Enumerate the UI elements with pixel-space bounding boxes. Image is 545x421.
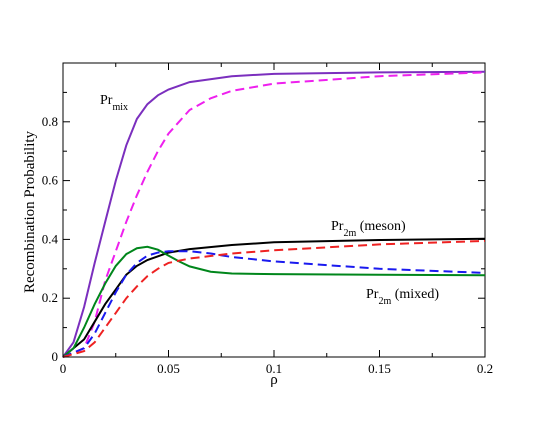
x-tick-label: 0.15 bbox=[368, 361, 391, 376]
tick-layer: 0 0.05 0.1 0.15 0.2 0 0.2 0.4 0.6 0.8 bbox=[42, 63, 493, 376]
series-line-4 bbox=[62, 250, 486, 358]
x-tick-label: 0.2 bbox=[477, 361, 493, 376]
x-tick-label: 0.05 bbox=[157, 361, 180, 376]
series-line-0 bbox=[62, 70, 486, 358]
series-line-1 bbox=[62, 71, 486, 358]
y-tick-label: 0.2 bbox=[42, 290, 58, 305]
x-tick-label: 0 bbox=[60, 361, 67, 376]
series-line-3 bbox=[62, 245, 486, 358]
y-tick-label: 0.6 bbox=[42, 173, 59, 188]
series-layer bbox=[62, 70, 486, 358]
y-axis-label: Recombination Probability bbox=[22, 130, 38, 293]
y-tick-label: 0.4 bbox=[42, 231, 59, 246]
x-axis-label: ρ bbox=[270, 372, 278, 388]
x-tick-label: 0.1 bbox=[266, 361, 282, 376]
series-line-2 bbox=[62, 237, 486, 358]
annotation-pr-2m-meson: Pr2m (meson) bbox=[331, 219, 406, 239]
series-line-5 bbox=[62, 239, 486, 358]
y-tick-label: 0.8 bbox=[42, 114, 58, 129]
annotation-pr-mix: Prmix bbox=[100, 93, 128, 113]
y-tick-label: 0 bbox=[52, 349, 59, 364]
annotation-pr-2m-mixed: Pr2m (mixed) bbox=[366, 287, 439, 307]
